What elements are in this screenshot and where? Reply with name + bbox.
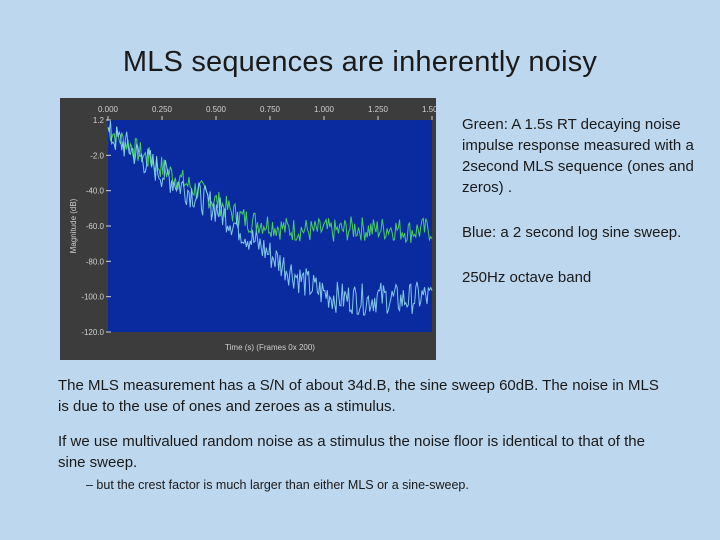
series-layer: [107, 120, 433, 316]
snr-paragraph: The MLS measurement has a S/N of about 3…: [58, 377, 659, 415]
y-tick-label: -2.0: [90, 151, 104, 160]
x-tick-label: 0.250: [152, 105, 173, 114]
impulse-response-plot: 0.000 0.250 0.500 0.750 1.000 1.250 1.500 1.2 -…: [60, 98, 436, 360]
blue-series-line: [107, 120, 433, 316]
y-tick-label: -60.0: [86, 222, 105, 231]
x-tick-label: 0.000: [98, 105, 119, 114]
green-series-description: Green: A 1.5s RT decaying noise impulse …: [462, 116, 694, 196]
y-tick-label: -40.0: [86, 187, 105, 196]
x-tick-label: 0.750: [260, 105, 281, 114]
crest-factor-note: – but the crest factor is much larger th…: [86, 478, 469, 492]
y-axis-ticks: 1.2 -2.0 -40.0 -60.0 -80.0 -100.0 -120.0: [81, 116, 111, 337]
x-tick-label: 0.500: [206, 105, 227, 114]
body-text: The MLS measurement has a S/N of about 3…: [58, 375, 668, 493]
blue-series-description: Blue: a 2 second log sine sweep.: [462, 224, 682, 241]
y-tick-label: 1.2: [93, 116, 105, 125]
green-series-line: [107, 126, 433, 244]
x-tick-label: 1.500: [422, 105, 436, 114]
octave-band-label: 250Hz octave band: [462, 269, 592, 286]
y-tick-label: -120.0: [81, 328, 104, 337]
x-tick-label: 1.000: [314, 105, 335, 114]
slide-title: MLS sequences are inherently noisy: [122, 46, 598, 78]
random-noise-paragraph: If we use multivalued random noise as a …: [58, 433, 645, 471]
x-axis-ticks: 0.000 0.250 0.500 0.750 1.000 1.250 1.500: [98, 105, 436, 120]
plot-svg: 0.000 0.250 0.500 0.750 1.000 1.250 1.500 1.2 -…: [60, 98, 436, 360]
x-tick-label: 1.250: [368, 105, 389, 114]
y-tick-label: -100.0: [81, 293, 104, 302]
y-tick-label: -80.0: [86, 257, 105, 266]
figure-legend-text: Green: A 1.5s RT decaying noise impulse …: [462, 114, 698, 312]
y-axis-label: Magnitude (dB): [69, 198, 78, 253]
x-axis-label: Time (s) (Frames 0x 200): [225, 343, 315, 352]
